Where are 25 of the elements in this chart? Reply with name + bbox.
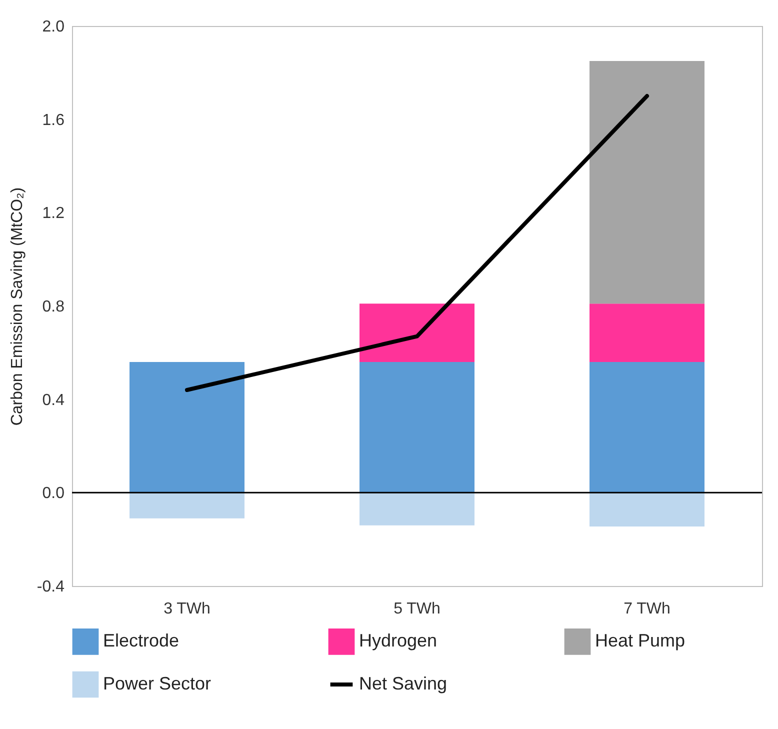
bar: [130, 492, 244, 518]
y-tick-label: 1.2: [42, 205, 65, 222]
bar: [590, 492, 704, 526]
y-tick-label: 2.0: [42, 18, 65, 36]
x-tick-label: 7 TWh: [624, 600, 670, 618]
legend-label: Power Sector: [103, 674, 212, 694]
y-tick-label: -0.4: [36, 578, 65, 596]
x-tick-label: 5 TWh: [394, 600, 440, 618]
legend-label: Net Saving: [359, 674, 448, 694]
bar: [590, 304, 704, 362]
y-tick-label: 0.4: [42, 392, 65, 409]
bar: [590, 61, 704, 304]
y-tick-label: 1.6: [42, 112, 65, 129]
y-tick-label: 0.8: [42, 298, 65, 316]
legend-label: Heat Pump: [595, 630, 686, 651]
legend-label: Hydrogen: [359, 630, 438, 651]
bar: [590, 362, 704, 493]
bar: [360, 492, 474, 526]
y-tick-label: 0.0: [42, 485, 65, 502]
legend-label: Electrode: [103, 630, 180, 651]
bar: [130, 362, 244, 493]
y-axis-title: Carbon Emission Saving (MtCO₂): [8, 187, 26, 426]
bar: [360, 362, 474, 493]
bar: [360, 304, 474, 362]
x-tick-label: 3 TWh: [164, 600, 210, 618]
